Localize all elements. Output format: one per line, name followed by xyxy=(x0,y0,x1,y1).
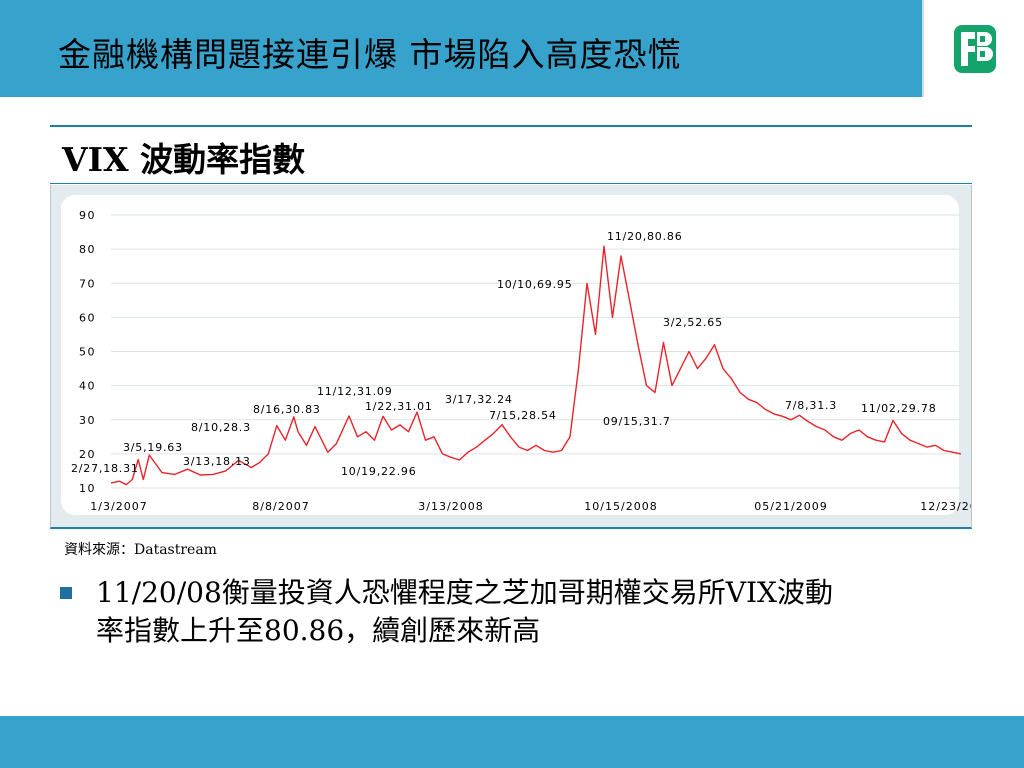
data-annotation: 3/5,19.63 xyxy=(123,441,183,454)
y-tick-label: 70 xyxy=(79,277,96,290)
x-tick-label: 8/8/2007 xyxy=(252,500,309,513)
data-annotation: 8/10,28.3 xyxy=(191,421,251,434)
y-tick-label: 40 xyxy=(79,380,96,393)
x-tick-label: 1/3/2007 xyxy=(90,500,147,513)
header-bar: 金融機構問題接連引爆 市場陷入高度恐慌 xyxy=(0,0,922,97)
y-tick-label: 30 xyxy=(79,414,96,427)
data-annotation: 3/17,32.24 xyxy=(445,393,513,406)
x-tick-label: 10/15/2008 xyxy=(584,500,657,513)
y-tick-label: 90 xyxy=(79,209,96,222)
slide-title: 金融機構問題接連引爆 市場陷入高度恐慌 xyxy=(58,35,682,74)
data-annotation: 2/27,18.31 xyxy=(71,462,139,475)
y-tick-label: 10 xyxy=(79,482,96,495)
data-annotation: 11/02,29.78 xyxy=(861,402,937,415)
x-tick-label: 12/23/20 xyxy=(920,500,971,513)
y-tick-label: 80 xyxy=(79,243,96,256)
fubon-logo-icon xyxy=(954,25,996,73)
y-tick-label: 60 xyxy=(79,311,96,324)
x-tick-label: 05/21/2009 xyxy=(754,500,827,513)
data-annotation: 8/16,30.83 xyxy=(253,403,321,416)
bullet-square-icon xyxy=(60,587,72,599)
bullet-text: 11/20/08衡量投資人恐懼程度之芝加哥期權交易所VIX波動 率指數上升至80… xyxy=(96,574,976,650)
data-annotation: 11/20,80.86 xyxy=(607,230,683,243)
chart-panel xyxy=(61,195,959,515)
footer-bar xyxy=(0,716,1024,768)
data-annotation: 10/19,22.96 xyxy=(341,465,417,478)
data-annotation: 1/22,31.01 xyxy=(365,400,433,413)
chart-subtitle: VIX 波動率指數 xyxy=(62,140,306,179)
logo-area xyxy=(922,0,1024,97)
y-tick-label: 20 xyxy=(79,448,96,461)
vix-line-chart: 90 80 70 60 50 40 30 20 10 1/3/2007 8/8/2007 3/13/2… xyxy=(61,195,971,515)
bullet-line-2: 率指數上升至80.86，續創歷來新高 xyxy=(96,614,541,647)
data-annotation: 09/15,31.7 xyxy=(603,415,671,428)
data-annotation: 10/10,69.95 xyxy=(497,278,573,291)
x-tick-label: 3/13/2008 xyxy=(418,500,483,513)
data-annotation: 3/13,18.13 xyxy=(183,455,251,468)
data-annotation: 7/15,28.54 xyxy=(489,409,557,422)
data-annotation: 3/2,52.65 xyxy=(663,316,723,329)
subtitle-bottom-rule xyxy=(50,183,972,184)
y-tick-label: 50 xyxy=(79,346,96,359)
subtitle-top-rule xyxy=(50,125,972,127)
data-annotation: 11/12,31.09 xyxy=(317,385,393,398)
source-note: 資料來源：Datastream xyxy=(64,542,217,558)
data-annotation: 7/8,31.3 xyxy=(785,399,837,412)
vix-series-line xyxy=(110,245,962,486)
bullet-line-1: 11/20/08衡量投資人恐懼程度之芝加哥期權交易所VIX波動 xyxy=(96,576,833,609)
chart-frame: 90 80 70 60 50 40 30 20 10 1/3/2007 8/8/2007 3/13/2… xyxy=(50,185,972,529)
